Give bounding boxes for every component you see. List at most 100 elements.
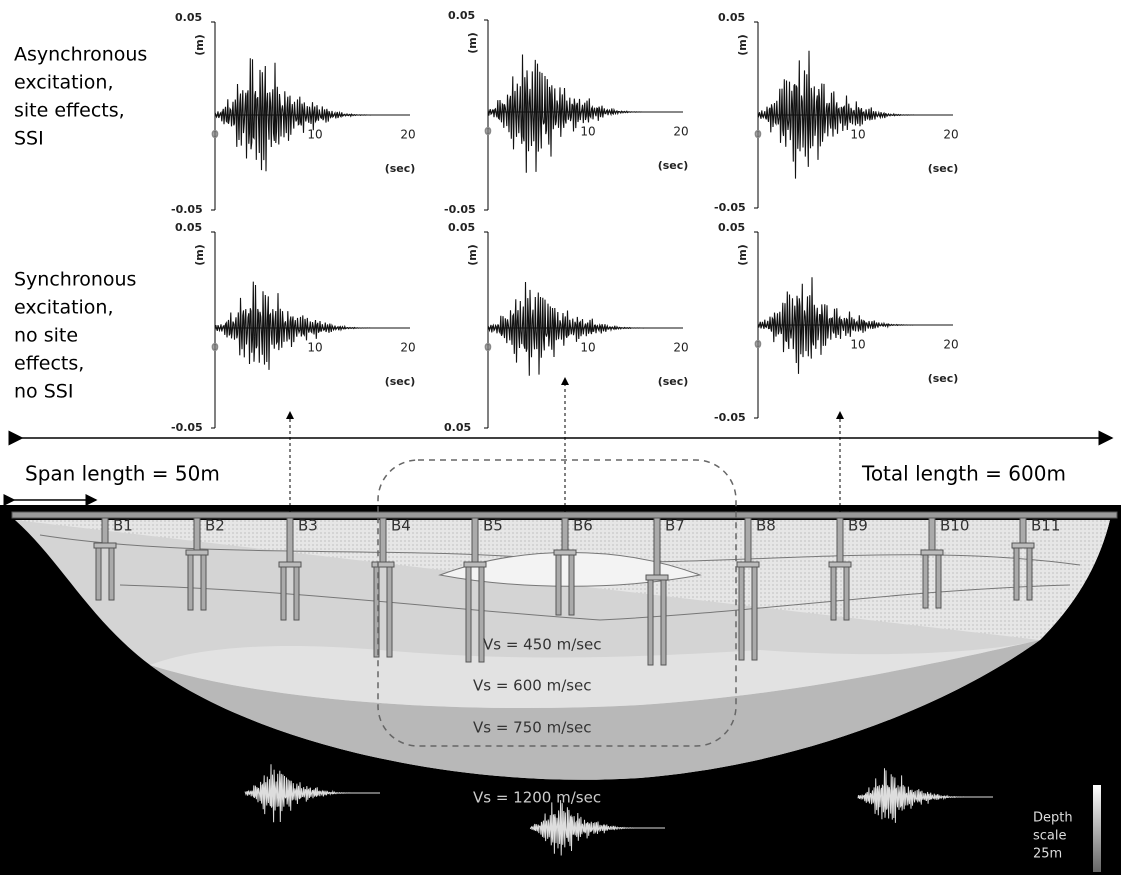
- pier-label: B5: [483, 517, 503, 535]
- bedrock-seismogram: [529, 800, 665, 856]
- y-bottom-label: -0.05: [714, 201, 746, 214]
- pile-cap: [371, 561, 395, 568]
- pile: [1013, 547, 1020, 601]
- soil-600: [150, 640, 1040, 709]
- pile: [1026, 547, 1033, 601]
- y-bottom-label: -0.05: [444, 203, 476, 216]
- pier-label: B8: [756, 517, 776, 535]
- pile: [95, 547, 102, 601]
- y-unit: (m): [466, 244, 479, 266]
- pier-label: B6: [573, 517, 593, 535]
- x-mid-label: 10: [850, 128, 865, 142]
- x-mid-label: 10: [580, 125, 595, 139]
- x-mid-label: 10: [850, 338, 865, 352]
- pile: [478, 566, 485, 663]
- row-label: Asynchronous: [14, 44, 147, 66]
- pile: [922, 554, 929, 609]
- row-label: effects,: [14, 353, 84, 375]
- x-zero-label: 0: [484, 125, 492, 138]
- x-max-label: 20: [400, 341, 415, 355]
- layer-label: Vs = 450 m/sec: [483, 636, 602, 654]
- pile: [751, 566, 758, 661]
- y-bottom-label: -0.05: [171, 203, 203, 216]
- total-label: Total length = 600m: [861, 462, 1066, 486]
- pile: [465, 566, 472, 663]
- x-max-label: 20: [673, 341, 688, 355]
- pile: [555, 554, 562, 616]
- pier-column: [836, 517, 844, 563]
- row-label: excitation,: [14, 297, 114, 319]
- x-unit: (sec): [928, 162, 959, 175]
- pier-column: [744, 517, 752, 563]
- pile-cap: [93, 542, 117, 549]
- pier-label: B7: [665, 517, 685, 535]
- pier-label: B2: [205, 517, 225, 535]
- pile: [293, 566, 300, 621]
- x-unit: (sec): [385, 375, 416, 388]
- pier-column: [193, 517, 201, 551]
- pier-column: [286, 517, 294, 563]
- focus-region: [377, 459, 737, 747]
- x-unit: (sec): [928, 372, 959, 385]
- pile: [660, 579, 667, 666]
- pile: [935, 554, 942, 609]
- soil-750: [150, 640, 1040, 780]
- pile-cap: [185, 549, 209, 556]
- x-max-label: 20: [943, 338, 958, 352]
- x-unit: (sec): [658, 159, 689, 172]
- x-max-label: 20: [400, 128, 415, 142]
- pile: [373, 566, 380, 658]
- pier-column: [653, 517, 661, 576]
- pile: [647, 579, 654, 666]
- pier-column: [471, 517, 479, 563]
- y-top-label: 0.05: [718, 221, 745, 234]
- pile: [738, 566, 745, 661]
- pile: [200, 554, 207, 611]
- pile-cap: [645, 574, 669, 581]
- pile-cap: [828, 561, 852, 568]
- waveform: [214, 281, 410, 370]
- pile-cap: [920, 549, 944, 556]
- pile: [568, 554, 575, 616]
- pile-cap: [463, 561, 487, 568]
- pile-cap: [553, 549, 577, 556]
- row-label: SSI: [14, 128, 44, 150]
- layer-label: Vs = 750 m/sec: [473, 719, 592, 737]
- row-label: no site: [14, 325, 78, 347]
- x-mid-label: 10: [580, 341, 595, 355]
- row-label: no SSI: [14, 381, 73, 403]
- waveform: [487, 281, 683, 376]
- pier-column: [379, 517, 387, 563]
- pier-label: B9: [848, 517, 868, 535]
- y-bottom-label: -0.05: [714, 411, 746, 424]
- waveform: [757, 277, 953, 374]
- x-zero-label: 0: [211, 341, 219, 354]
- y-top-label: 0.05: [718, 11, 745, 24]
- x-max-label: 20: [673, 125, 688, 139]
- y-top-label: 0.05: [175, 221, 202, 234]
- pier-label: B4: [391, 517, 411, 535]
- pile: [187, 554, 194, 611]
- pile-cap: [278, 561, 302, 568]
- pier-column: [101, 517, 109, 544]
- y-unit: (m): [466, 32, 479, 54]
- x-unit: (sec): [658, 375, 689, 388]
- depth-label: 25m: [1033, 847, 1062, 862]
- x-zero-label: 0: [754, 128, 762, 141]
- pier-column: [561, 517, 569, 551]
- row-label: Synchronous: [14, 269, 136, 291]
- x-zero-label: 0: [211, 128, 219, 141]
- span-label: Span length = 50m: [25, 462, 220, 486]
- pier-label: B1: [113, 517, 133, 535]
- y-unit: (m): [193, 34, 206, 56]
- y-bottom-label: 0.05: [444, 421, 471, 434]
- y-unit: (m): [736, 34, 749, 56]
- layer-label: Vs = 600 m/sec: [473, 677, 592, 695]
- x-unit: (sec): [385, 162, 416, 175]
- waveform: [214, 58, 410, 172]
- pier-label: B11: [1031, 517, 1060, 535]
- pile: [386, 566, 393, 658]
- depth-label: scale: [1033, 829, 1067, 844]
- pile-cap: [736, 561, 760, 568]
- bedrock-seismogram: [857, 768, 993, 823]
